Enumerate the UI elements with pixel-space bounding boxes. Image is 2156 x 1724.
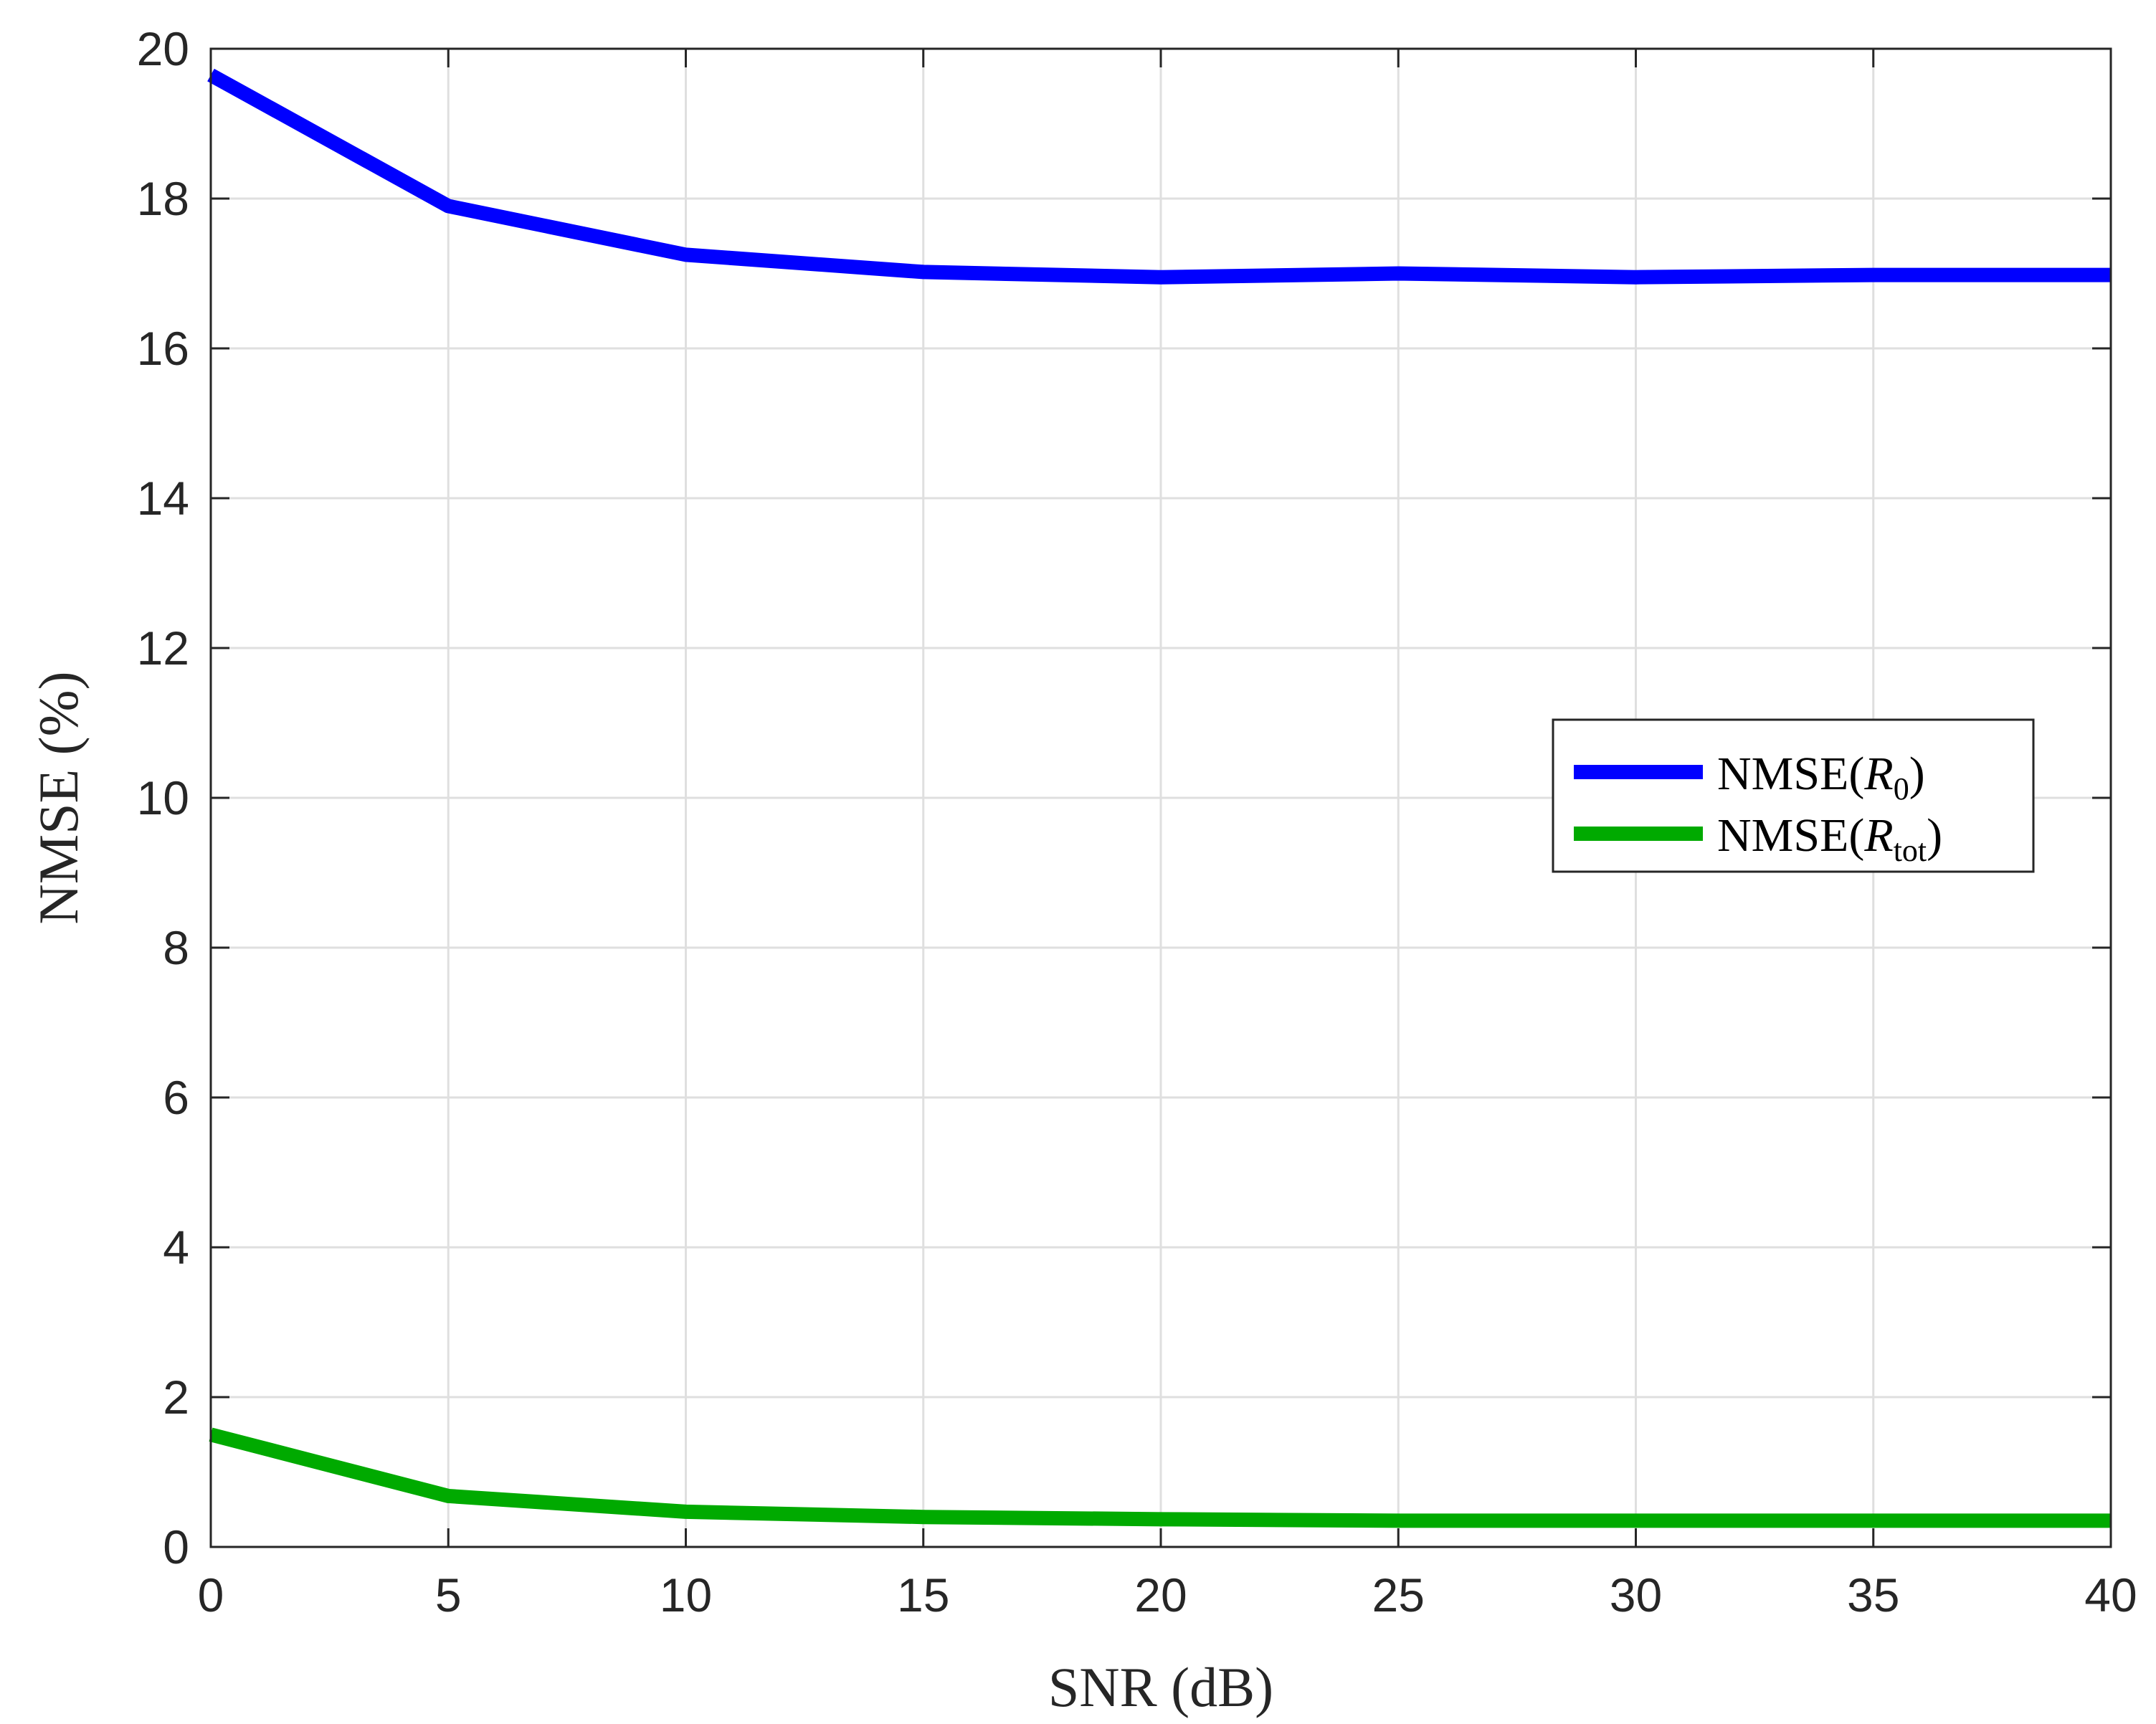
series-line-2 bbox=[209, 1427, 2111, 1528]
y-tick-labels: 0 2 4 6 8 10 12 14 16 18 20 bbox=[137, 22, 189, 1573]
y-tick-label: 16 bbox=[137, 322, 189, 375]
y-tick-label: 20 bbox=[137, 22, 189, 75]
x-tick-labels: 0 5 10 15 20 25 30 35 40 bbox=[198, 1568, 2137, 1621]
series-lines bbox=[207, 68, 2111, 1528]
x-tick-label: 25 bbox=[1372, 1568, 1425, 1621]
y-axis-label: NMSE (%) bbox=[27, 671, 90, 924]
x-tick-label: 5 bbox=[435, 1568, 462, 1621]
y-tick-label: 0 bbox=[163, 1520, 189, 1573]
y-tick-label: 2 bbox=[163, 1371, 189, 1424]
x-tick-label: 35 bbox=[1847, 1568, 1899, 1621]
x-axis-label: SNR (dB) bbox=[1048, 1656, 1273, 1718]
x-tick-label: 15 bbox=[897, 1568, 949, 1621]
x-tick-label: 20 bbox=[1134, 1568, 1187, 1621]
y-tick-label: 8 bbox=[163, 921, 189, 974]
y-tick-label: 18 bbox=[137, 172, 189, 225]
y-tick-label: 12 bbox=[137, 622, 189, 675]
x-tick-label: 0 bbox=[198, 1568, 224, 1621]
x-tick-label: 10 bbox=[660, 1568, 712, 1621]
y-tick-label: 14 bbox=[137, 472, 189, 525]
y-tick-label: 4 bbox=[163, 1221, 189, 1274]
legend-label-1: NMSE(R0) bbox=[1717, 748, 1925, 806]
legend-box bbox=[1552, 718, 2035, 873]
legend: NMSE(R0)NMSE(Rtot) bbox=[1552, 718, 2035, 873]
y-tick-label: 6 bbox=[163, 1071, 189, 1124]
axis-ticks bbox=[209, 47, 2112, 1548]
x-tick-label: 40 bbox=[2084, 1568, 2137, 1621]
legend-label-2: NMSE(Rtot) bbox=[1717, 809, 1942, 868]
x-tick-label: 30 bbox=[1610, 1568, 1662, 1621]
y-tick-label: 10 bbox=[137, 771, 189, 824]
series-line-1 bbox=[207, 68, 2111, 285]
